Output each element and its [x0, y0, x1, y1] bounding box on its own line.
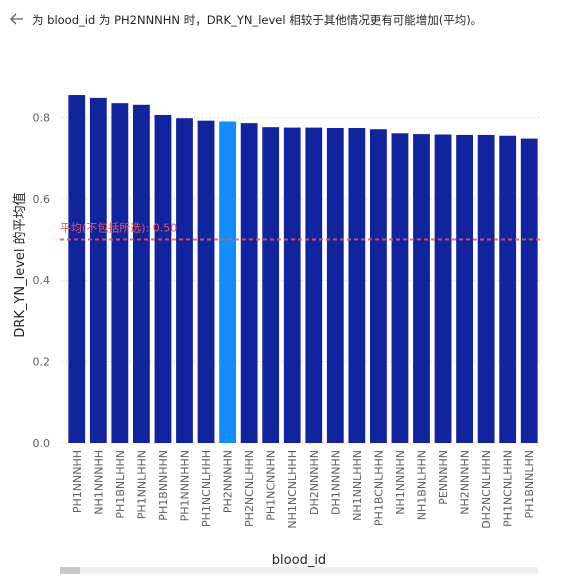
x-tick-label: PH2NCNLHHN	[243, 450, 256, 527]
x-axis-title: blood_id	[272, 553, 326, 568]
x-tick-label: DH1NNNHN	[329, 450, 342, 515]
bar[interactable]	[283, 127, 301, 444]
bar[interactable]	[499, 135, 517, 444]
x-tick-label: PH1BNNLHN	[523, 450, 536, 519]
x-tick-label: NH2NNNHN	[459, 450, 472, 515]
bar[interactable]	[434, 134, 452, 443]
bar[interactable]	[89, 97, 107, 443]
x-tick-label: NH1NNLHHN	[351, 450, 364, 521]
bar[interactable]	[262, 127, 280, 444]
insight-text: 为 blood_id 为 PH2NNNHN 时，DRK_YN_level 相较于…	[32, 13, 483, 27]
y-tick-label: 0.0	[33, 437, 51, 450]
bar[interactable]	[348, 128, 366, 443]
bar[interactable]	[413, 134, 430, 443]
x-tick-label: NH1NNNHN	[394, 450, 407, 515]
x-tick-label: PH1NCNNHN	[265, 450, 278, 521]
header: 为 blood_id 为 PH2NNNHN 时，DRK_YN_level 相较于…	[0, 0, 570, 40]
scrollbar-thumb[interactable]	[60, 567, 80, 574]
bar[interactable]	[111, 103, 129, 444]
y-tick-label: 0.6	[33, 193, 51, 206]
x-tick-label: NH1NNNHH	[92, 450, 105, 515]
bar[interactable]	[370, 129, 387, 443]
y-tick-label: 0.2	[33, 356, 51, 369]
x-tick-label: PH1NCNLHHN	[502, 450, 515, 527]
x-tick-label: PH1NNNHH	[71, 450, 84, 513]
bar[interactable]	[68, 95, 86, 443]
bar[interactable]	[456, 134, 473, 443]
back-arrow-icon[interactable]	[8, 10, 26, 28]
x-tick-label: PH1BNNHHN	[157, 450, 170, 521]
bar[interactable]	[326, 128, 344, 443]
x-tick-label: PENNNHN	[437, 450, 450, 505]
y-tick-label: 0.8	[33, 111, 51, 124]
bar[interactable]	[133, 104, 150, 444]
x-tick-label: DH2NNNHN	[308, 450, 321, 515]
y-tick-label: 0.4	[33, 274, 51, 287]
x-tick-label: PH1NCNLHHH	[200, 450, 213, 527]
x-tick-label: PH1BNLHHN	[114, 450, 127, 519]
x-tick-label: PH1NNLHHN	[135, 450, 148, 519]
bar[interactable]	[391, 133, 409, 443]
bar[interactable]	[176, 118, 193, 444]
y-axis-title: DRK_YN_level 的平均值	[12, 192, 28, 337]
reference-line-label: 平均(不包括所选): 0.50	[60, 221, 177, 235]
bar[interactable]	[197, 120, 215, 444]
x-tick-label: NH1NCNLHHH	[286, 450, 299, 529]
bar[interactable]	[305, 127, 323, 444]
bar[interactable]	[219, 121, 236, 443]
bar[interactable]	[240, 123, 258, 444]
horizontal-scrollbar[interactable]	[60, 567, 538, 574]
x-tick-label: DH2NCNLHHN	[480, 450, 493, 529]
bar[interactable]	[154, 114, 172, 443]
bar[interactable]	[520, 138, 538, 443]
bar[interactable]	[477, 134, 495, 443]
x-tick-label: PH1BCNLHHN	[372, 450, 385, 526]
x-tick-label: NH1BNLHHN	[416, 450, 429, 520]
x-tick-label: PH1NNNHHN	[179, 450, 192, 521]
x-tick-label: PH2NNNHN	[222, 450, 235, 513]
